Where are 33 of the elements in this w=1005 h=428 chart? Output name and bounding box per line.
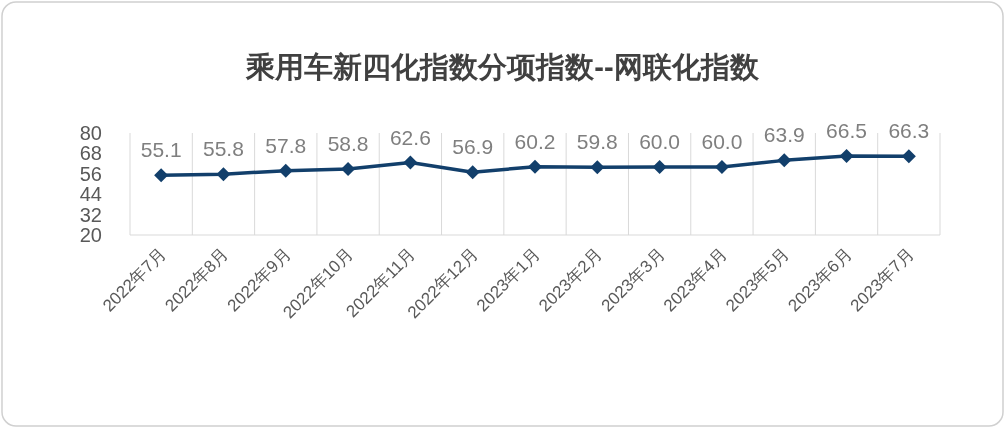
point [216, 167, 231, 182]
y-tick-label: 68 [79, 142, 102, 165]
y-tick-label: 44 [79, 183, 102, 206]
point [839, 148, 854, 163]
chart-title: 乘用车新四化指数分项指数--网联化指数 [245, 51, 760, 83]
point [465, 165, 480, 180]
point [590, 160, 605, 175]
text: 60.0 [701, 130, 743, 153]
point [403, 155, 418, 170]
text: 60.0 [639, 130, 681, 153]
text: 56.9 [452, 135, 494, 159]
y-tick-label: 80 [79, 122, 102, 144]
point [341, 162, 356, 177]
text: 55.8 [203, 137, 244, 161]
text: 66.3 [888, 119, 930, 143]
point [528, 159, 542, 174]
point [154, 168, 169, 183]
point [714, 160, 729, 174]
point [278, 163, 293, 178]
y-tick-label: 32 [79, 203, 102, 226]
y-tick-label: 56 [79, 162, 102, 185]
y-tick-label: 20 [79, 224, 102, 246]
point [901, 149, 916, 164]
text: 63.9 [763, 123, 805, 147]
text: 55.1 [140, 138, 182, 161]
text: 58.8 [327, 132, 369, 156]
point [777, 153, 792, 168]
text: 62.6 [389, 125, 431, 149]
text: 60.2 [514, 129, 556, 153]
point [652, 160, 667, 174]
text: 66.5 [826, 118, 867, 142]
text: 57.8 [265, 133, 307, 157]
text: 59.8 [576, 130, 618, 154]
